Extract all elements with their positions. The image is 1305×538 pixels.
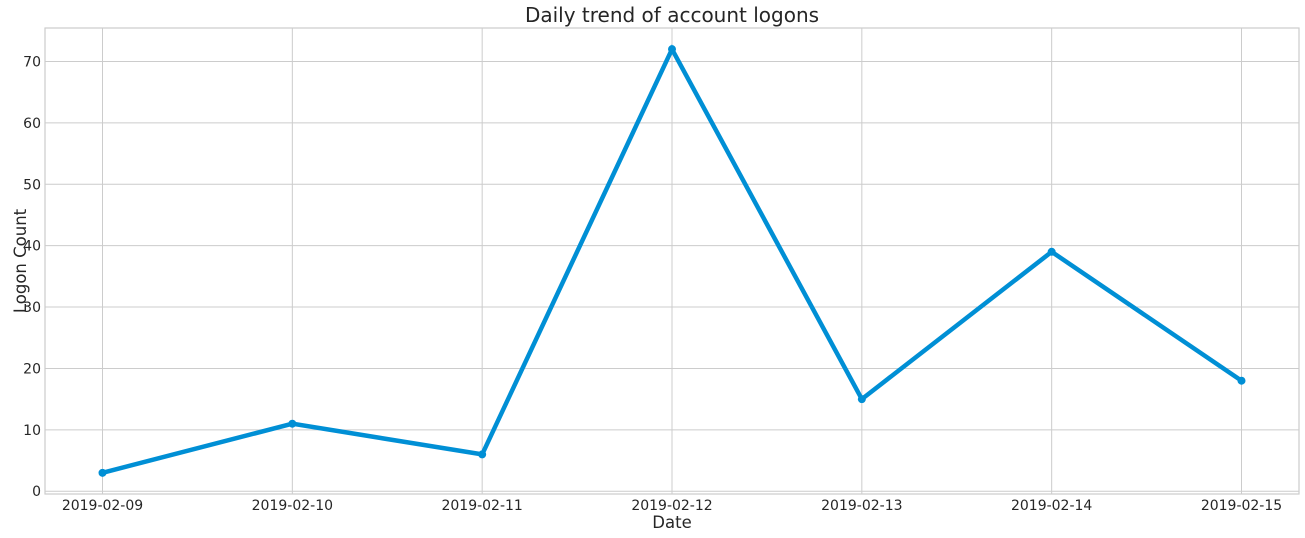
data-point <box>98 468 107 477</box>
x-tick-label: 2019-02-15 <box>1201 498 1282 514</box>
data-point <box>478 450 487 459</box>
y-axis-ticks: 0 10 20 30 40 50 60 70 <box>23 54 41 500</box>
y-tick-label: 20 <box>23 361 41 377</box>
series-layer <box>98 44 1246 477</box>
x-tick-label: 2019-02-14 <box>1011 498 1092 514</box>
data-point <box>288 419 297 428</box>
y-tick-label: 40 <box>23 239 41 255</box>
x-tick-label: 2019-02-11 <box>441 498 522 514</box>
chart-title: Daily trend of account logons <box>525 3 819 27</box>
grid <box>45 28 1299 494</box>
y-tick-label: 0 <box>32 484 41 500</box>
x-tick-label: 2019-02-09 <box>62 498 143 514</box>
data-point <box>668 45 676 54</box>
y-tick-label: 70 <box>23 54 41 70</box>
plot-frame <box>44 27 1300 495</box>
y-tick-label: 30 <box>23 300 41 316</box>
x-tick-label: 2019-02-13 <box>821 498 902 514</box>
x-axis-ticks: 2019-02-09 2019-02-10 2019-02-11 2019-02-12… <box>62 498 1282 514</box>
x-tick-label: 2019-02-10 <box>252 498 333 514</box>
y-axis-label: Logon Count <box>11 208 30 313</box>
x-axis-label: Date <box>652 513 691 532</box>
y-tick-label: 10 <box>23 423 41 439</box>
data-point <box>857 395 866 404</box>
y-tick-label: 60 <box>23 116 41 132</box>
x-tick-label: 2019-02-12 <box>631 498 712 514</box>
data-point <box>1237 376 1246 385</box>
data-point <box>1047 247 1056 256</box>
y-tick-label: 50 <box>23 177 41 193</box>
